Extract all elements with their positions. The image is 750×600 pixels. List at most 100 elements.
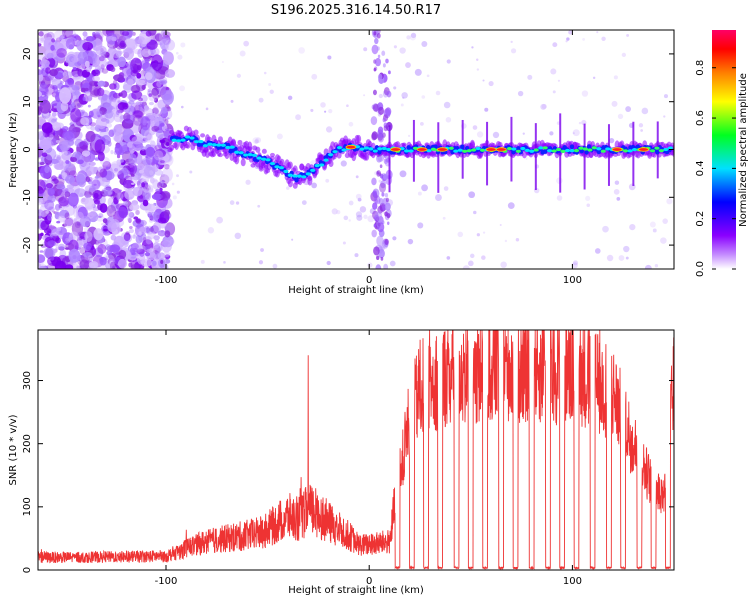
noise-blob [488, 80, 494, 87]
noise-blob [38, 198, 44, 206]
signal-hotspot [216, 143, 222, 147]
signal-halo [206, 136, 212, 142]
noise-blob [376, 235, 384, 247]
noise-blob [405, 62, 411, 68]
noise-blob [618, 255, 625, 261]
noise-blob [363, 94, 366, 97]
noise-blob [147, 30, 157, 36]
signal-hotspot [591, 146, 597, 150]
noise-blob [159, 123, 165, 127]
noise-blob [57, 189, 70, 197]
noise-blob [602, 225, 609, 233]
noise-blob [64, 78, 75, 89]
noise-blob [46, 230, 51, 236]
noise-blob [65, 38, 76, 50]
noise-blob [154, 251, 162, 260]
noise-blob [123, 112, 131, 122]
noise-blob [44, 148, 57, 161]
signal-hotspot [225, 145, 231, 150]
noise-blob [407, 238, 414, 245]
noise-blob [94, 32, 101, 38]
noise-blob [400, 103, 404, 107]
signal-hotspot [533, 148, 539, 152]
noise-blob [106, 250, 113, 256]
noise-blob [291, 238, 294, 241]
noise-blob [140, 146, 146, 151]
signal-hotspot [252, 153, 258, 157]
noise-blob [132, 110, 144, 118]
noise-blob [387, 221, 390, 225]
noise-blob [420, 122, 424, 126]
noise-blob [103, 228, 108, 232]
signal-hotspot [176, 139, 182, 143]
noise-blob [88, 185, 96, 193]
noise-blob [252, 137, 260, 144]
noise-blob [343, 215, 349, 221]
signal-halo [204, 149, 210, 158]
signal-halo [313, 167, 319, 176]
noise-blob [243, 40, 250, 47]
noise-blob [331, 208, 338, 215]
noise-blob [132, 247, 138, 252]
signal-halo [174, 140, 180, 150]
noise-blob [556, 195, 563, 201]
noise-blob [131, 90, 143, 100]
noise-blob [158, 79, 168, 85]
noise-blob [552, 90, 556, 94]
noise-blob [99, 106, 107, 115]
noise-blob [372, 89, 377, 96]
noise-blob [660, 237, 667, 244]
noise-blob [154, 144, 163, 151]
noise-blob [64, 217, 74, 227]
noise-blob [126, 94, 131, 99]
noise-blob [377, 54, 381, 59]
signal-hotspot [229, 145, 235, 149]
noise-blob [85, 165, 98, 175]
noise-blob [88, 80, 98, 87]
noise-blob [38, 213, 42, 217]
noise-blob [356, 214, 363, 221]
signal-hotspot [430, 147, 437, 151]
noise-blob [355, 175, 359, 179]
noise-blob [654, 264, 659, 268]
noise-blob [54, 203, 61, 211]
noise-blob [180, 42, 186, 48]
signal-hotspot [211, 143, 217, 147]
noise-blob [124, 38, 136, 48]
noise-blob [143, 129, 153, 143]
signal-hotspot [573, 149, 580, 153]
noise-blob [38, 90, 42, 98]
signal-peak [485, 147, 497, 152]
noise-blob [64, 62, 69, 67]
noise-blob [138, 79, 146, 84]
signal-halo [307, 175, 313, 181]
noise-blob [59, 81, 64, 84]
y-tick-label: 0 [22, 567, 33, 573]
noise-blob [384, 238, 389, 246]
noise-blob [443, 186, 449, 191]
noise-blob [62, 223, 68, 227]
noise-blob [229, 200, 235, 205]
noise-blob [111, 212, 116, 216]
noise-blob [376, 219, 382, 228]
noise-blob [568, 30, 573, 35]
noise-blob [384, 193, 389, 198]
noise-blob [367, 262, 373, 268]
snr-y-axis-label: SNR (10 * v/v) [8, 414, 19, 485]
noise-blob [117, 258, 127, 269]
noise-blob [340, 160, 347, 167]
noise-blob [476, 68, 480, 71]
signal-hotspot [457, 148, 463, 152]
noise-blob [371, 177, 377, 186]
noise-blob [88, 161, 96, 167]
signal-hotspot [310, 168, 316, 172]
noise-blob [90, 126, 96, 131]
noise-blob [130, 264, 140, 269]
noise-blob [102, 218, 108, 224]
noise-blob [109, 244, 121, 253]
noise-blob [377, 129, 384, 139]
signal-halo [193, 129, 199, 136]
noise-blob [64, 264, 74, 269]
noise-blob [55, 139, 61, 144]
